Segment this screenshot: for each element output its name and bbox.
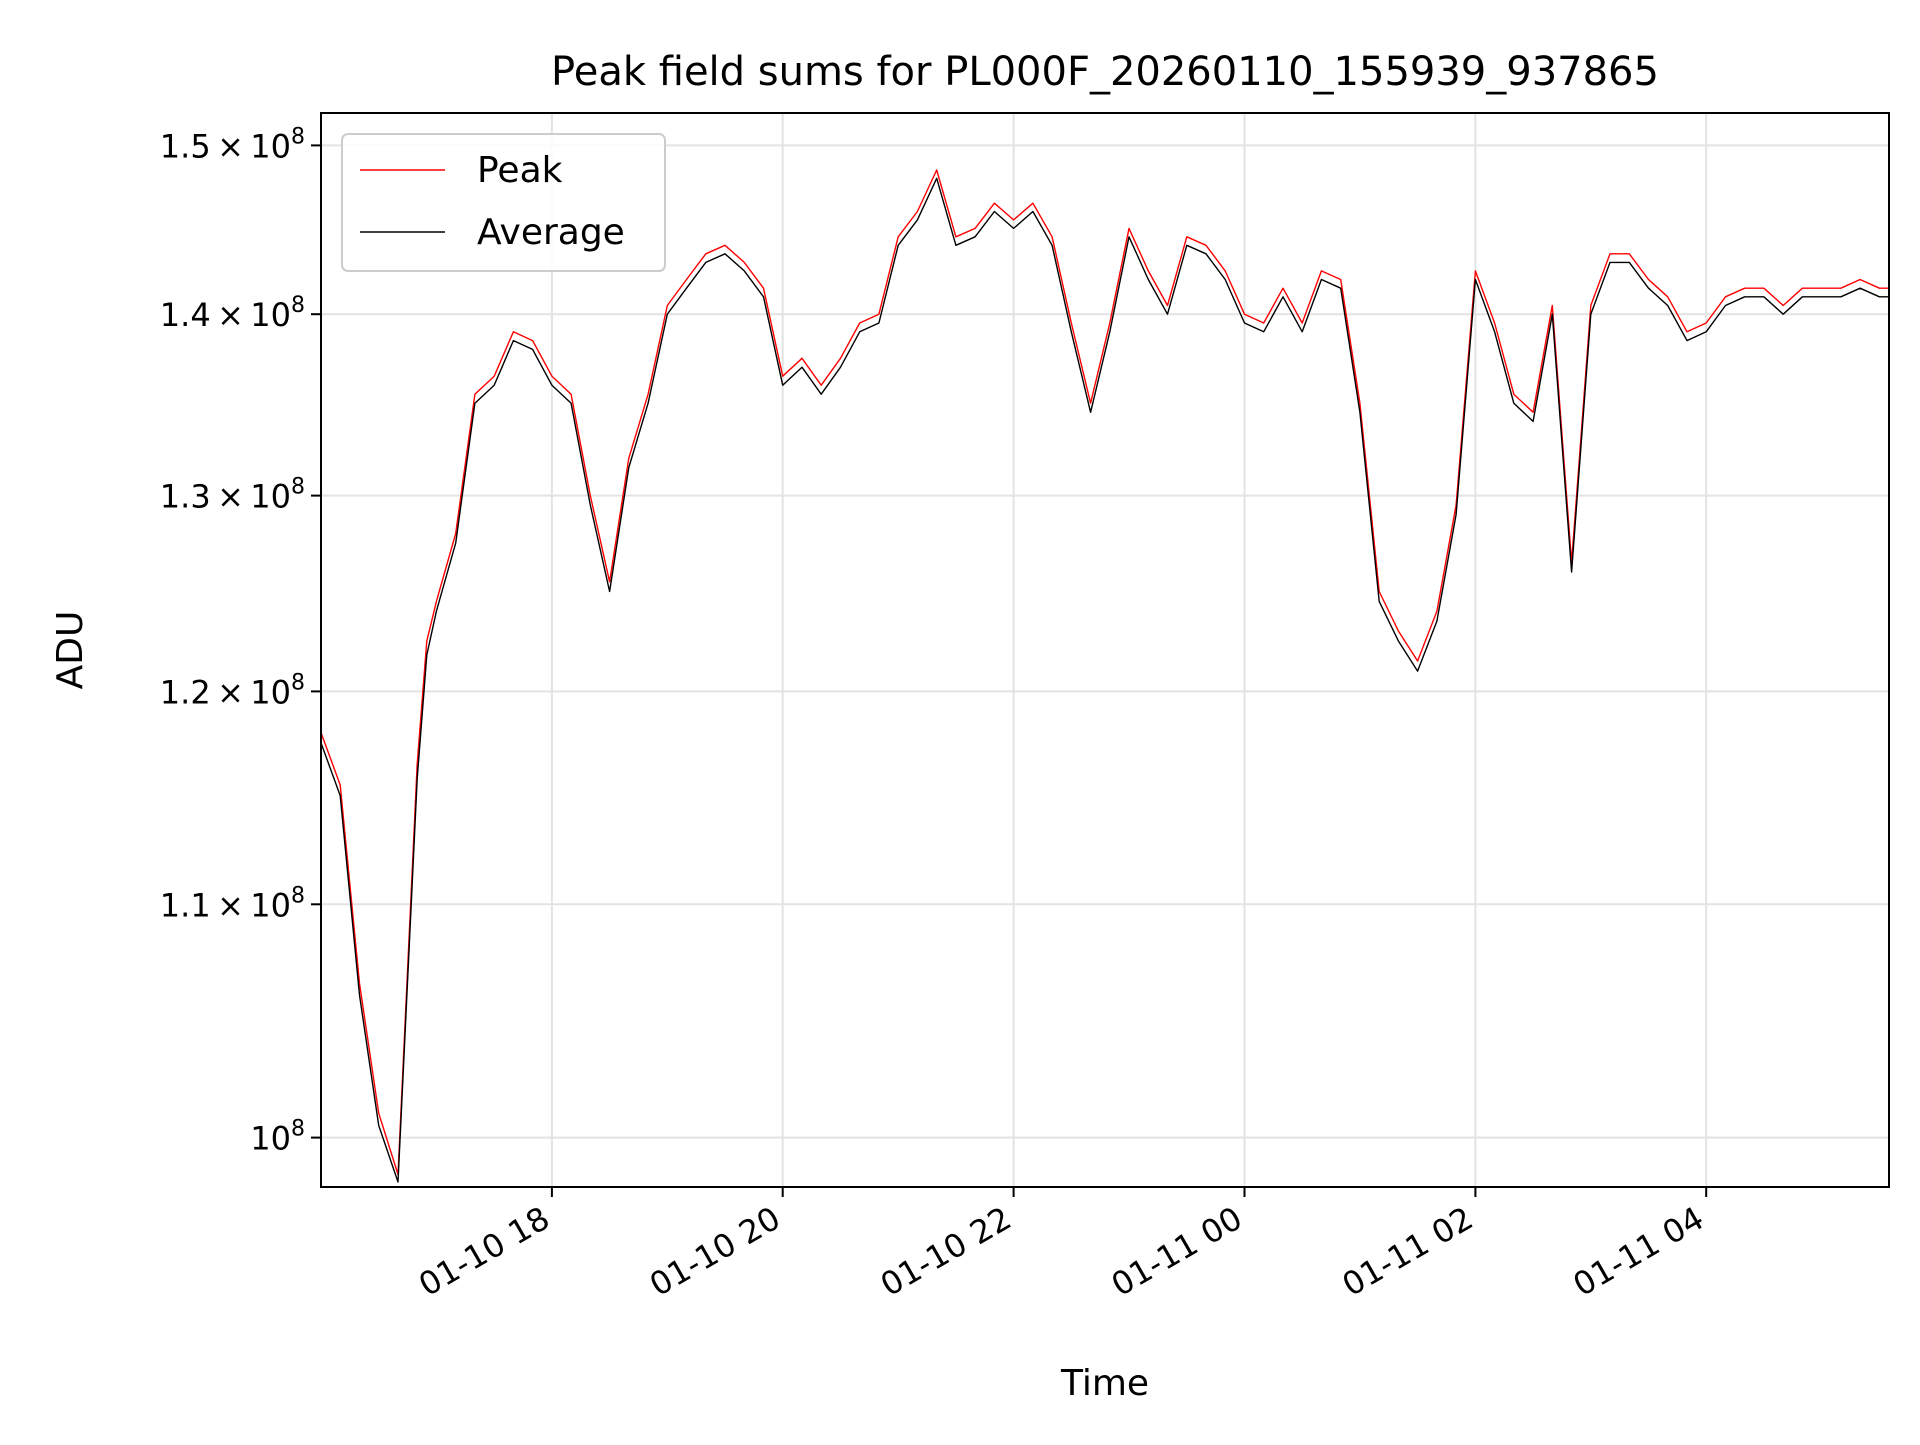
peak-series-line bbox=[320, 169, 1889, 1176]
y-tick-label: 1.3 × 108 bbox=[160, 475, 305, 516]
legend-box bbox=[341, 133, 666, 272]
grid bbox=[321, 113, 1889, 1187]
y-tick-label: 1.1 × 108 bbox=[160, 883, 305, 924]
legend: Peak Average bbox=[341, 133, 666, 272]
y-tick-label: 1.2 × 108 bbox=[160, 670, 305, 711]
y-axis-ticks: 108 1.1 × 108 1.2 × 108 1.3 × 108 1.4 × 108 1… bbox=[160, 124, 321, 1158]
average-series-line bbox=[320, 177, 1889, 1183]
legend-peak-label: Peak bbox=[477, 150, 563, 191]
y-tick-label: 1.4 × 108 bbox=[160, 293, 305, 334]
legend-average-label: Average bbox=[477, 212, 625, 253]
x-axis-label: Time bbox=[1060, 1363, 1149, 1404]
plot-series bbox=[320, 169, 1889, 1183]
chart-title: Peak field sums for PL000F_20260110_1559… bbox=[551, 49, 1659, 95]
plot-area-frame bbox=[320, 112, 1890, 1188]
y-axis-label: ADU bbox=[50, 611, 91, 690]
y-tick-label: 108 bbox=[250, 1117, 305, 1158]
y-tick-label: 1.5 × 108 bbox=[160, 124, 305, 165]
